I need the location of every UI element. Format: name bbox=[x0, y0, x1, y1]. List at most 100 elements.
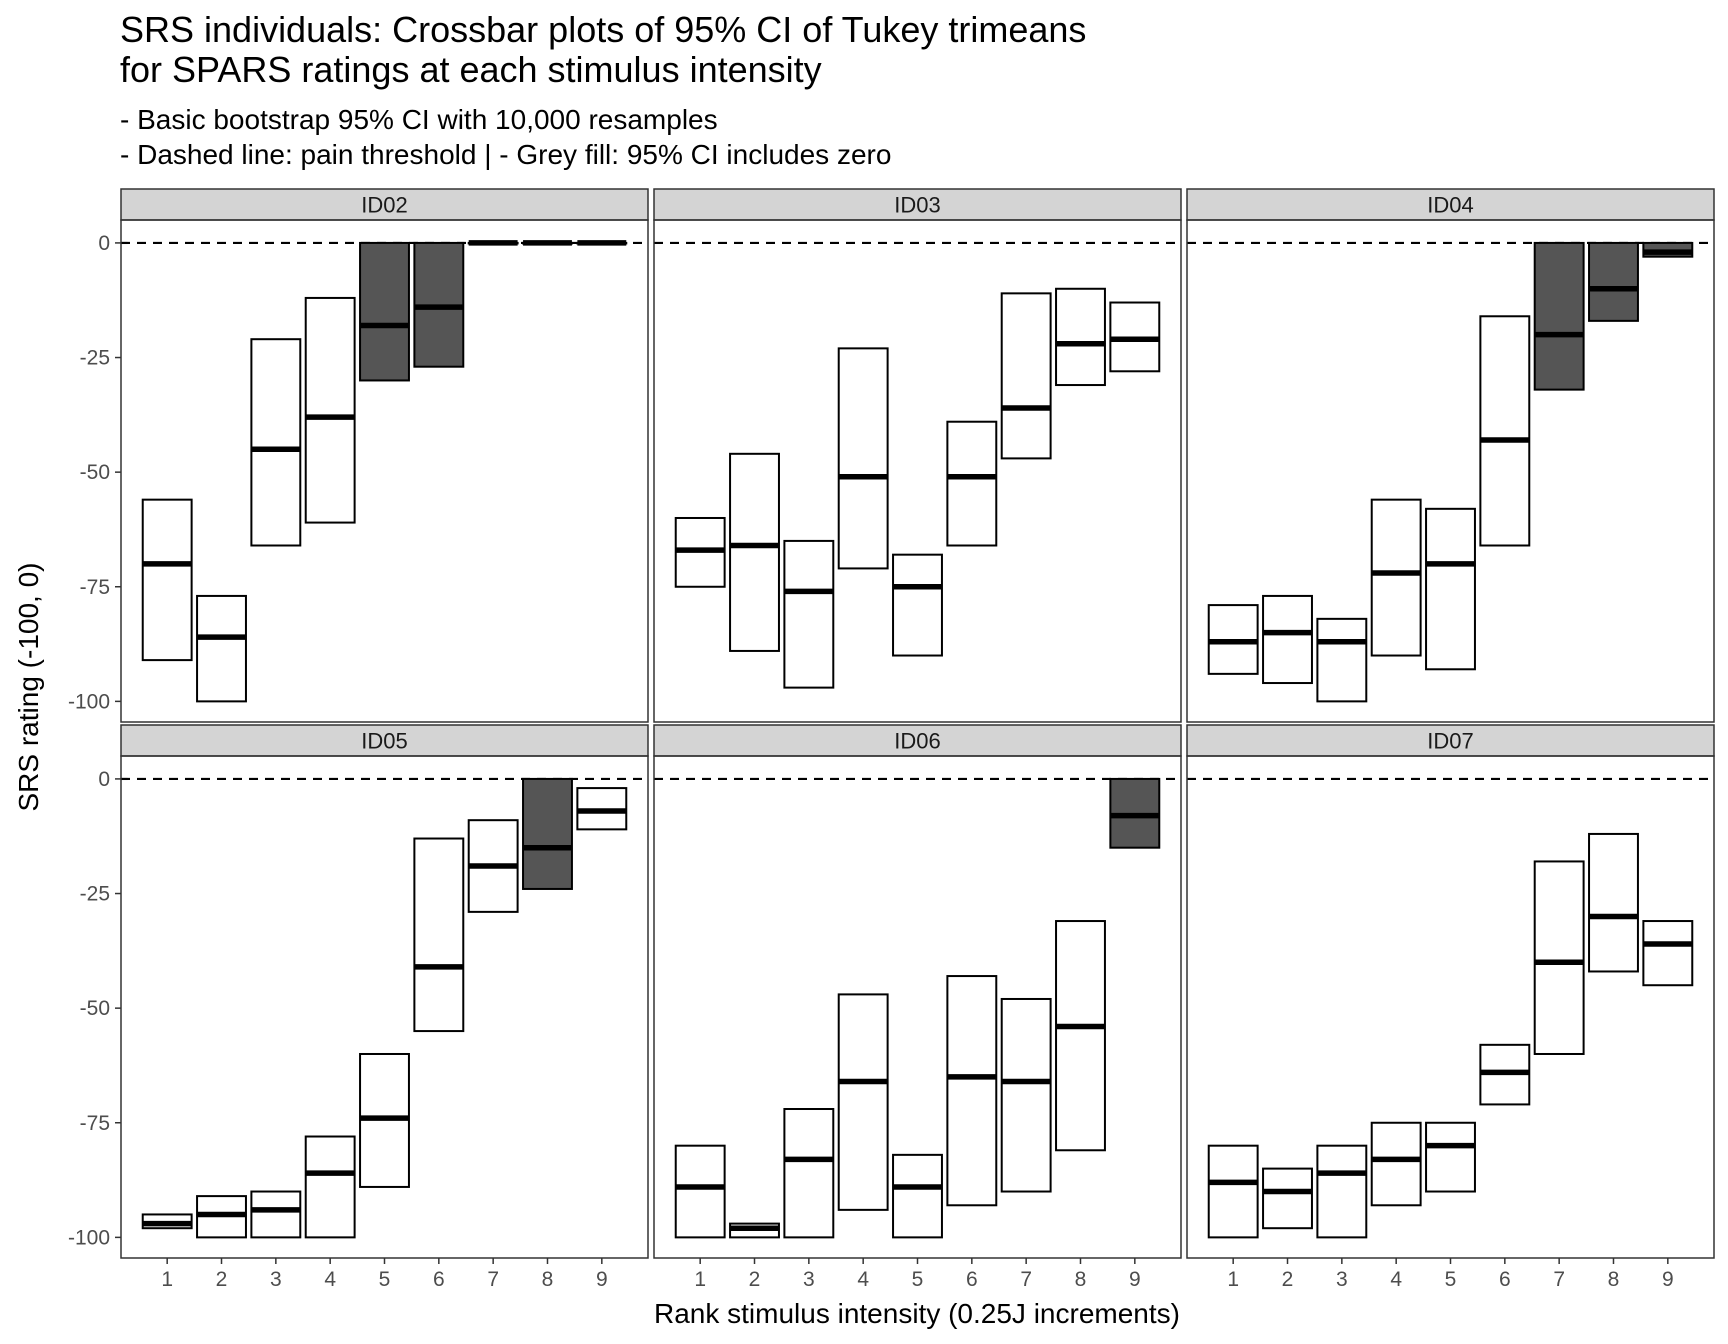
crossbar-1 bbox=[674, 516, 726, 588]
crossbar-5 bbox=[359, 241, 410, 382]
x-tick-label: 5 bbox=[912, 1268, 924, 1291]
ci-box bbox=[1370, 498, 1422, 657]
crossbar-3 bbox=[250, 338, 302, 547]
y-tick-label: -50 bbox=[80, 461, 110, 484]
y-tick-label: -75 bbox=[80, 1112, 110, 1135]
x-tick-label: 5 bbox=[379, 1268, 391, 1291]
facet-strip-label: ID03 bbox=[894, 193, 940, 218]
x-tick-label: 2 bbox=[216, 1268, 228, 1291]
ci-box bbox=[729, 452, 780, 652]
ci-box bbox=[1533, 860, 1585, 1055]
ci-box bbox=[1425, 507, 1476, 671]
panel-id07: ID07 1 2 3 4 5 6 7 8 9 bbox=[1186, 724, 1715, 1291]
panel-border bbox=[653, 219, 1182, 723]
ci-box bbox=[250, 338, 302, 547]
ci-box bbox=[892, 553, 943, 657]
ci-box bbox=[837, 347, 889, 570]
ci-box bbox=[1588, 832, 1639, 973]
crossbar-7 bbox=[1533, 860, 1585, 1055]
chart-subtitle-line-2: - Dashed line: pain threshold | - Grey f… bbox=[120, 139, 891, 170]
panel-id04: ID04 bbox=[1186, 188, 1715, 723]
panel-border bbox=[120, 219, 649, 723]
panel-id05: ID05 0 -25 -50 -75 -100 1 2 3 4 5 6 7 8 9 bbox=[68, 724, 649, 1291]
crossbar-2 bbox=[1262, 1167, 1313, 1230]
y-tick-label: 0 bbox=[98, 232, 110, 255]
crossbar-8 bbox=[1588, 832, 1639, 973]
x-tick-label: 4 bbox=[324, 1268, 336, 1291]
y-tick-label: -75 bbox=[80, 576, 110, 599]
ci-box bbox=[1000, 997, 1052, 1193]
ci-box bbox=[304, 1135, 356, 1239]
y-tick-label: -25 bbox=[80, 883, 110, 906]
panel-id02: ID02 0 -25 -50 -75 -100 bbox=[68, 188, 649, 723]
x-tick-label: 1 bbox=[161, 1268, 173, 1291]
crossbar-8 bbox=[1055, 920, 1106, 1152]
ci-box bbox=[1588, 241, 1639, 322]
x-axis-label: Rank stimulus intensity (0.25J increment… bbox=[654, 1298, 1180, 1329]
panels-layer: ID02 0 -25 -50 -75 -100 ID03 ID04 ID05 0 -25 -50 -75… bbox=[68, 188, 1715, 1291]
ci-box bbox=[1370, 1121, 1422, 1207]
crossbar-7 bbox=[1000, 997, 1052, 1193]
ci-box bbox=[1262, 594, 1313, 685]
crossbar-7 bbox=[467, 819, 519, 913]
x-tick-label: 5 bbox=[1445, 1268, 1457, 1291]
x-tick-label: 7 bbox=[1020, 1268, 1032, 1291]
ci-box bbox=[1055, 287, 1106, 387]
crossbar-4 bbox=[304, 296, 356, 524]
ci-box bbox=[1207, 1144, 1259, 1239]
crossbar-4 bbox=[837, 347, 889, 570]
crossbar-6 bbox=[413, 241, 465, 368]
ci-box bbox=[674, 1144, 726, 1239]
x-tick-label: 4 bbox=[1390, 1268, 1402, 1291]
facet-strip bbox=[1186, 724, 1715, 757]
crossbar-9 bbox=[1642, 920, 1694, 987]
crossbar-7 bbox=[1000, 292, 1052, 460]
ci-box bbox=[946, 975, 998, 1207]
crossbar-4 bbox=[1370, 498, 1422, 657]
crossbar-4 bbox=[304, 1135, 356, 1239]
facet-strip-label: ID04 bbox=[1427, 193, 1473, 218]
crossbar-3 bbox=[1316, 617, 1368, 703]
x-tick-label: 9 bbox=[1129, 1268, 1141, 1291]
x-tick-label: 6 bbox=[966, 1268, 978, 1291]
y-tick-label: -25 bbox=[80, 347, 110, 370]
crossbar-9 bbox=[576, 240, 628, 246]
x-tick-label: 6 bbox=[433, 1268, 445, 1291]
crossbar-8 bbox=[1055, 287, 1106, 387]
facet-strip bbox=[120, 188, 649, 221]
crossbar-6 bbox=[1479, 315, 1531, 547]
crossbar-7 bbox=[467, 240, 519, 246]
crossbar-8 bbox=[1588, 241, 1639, 322]
x-tick-label: 3 bbox=[803, 1268, 815, 1291]
ci-box bbox=[1055, 920, 1106, 1152]
ci-box bbox=[141, 498, 193, 662]
x-tick-label: 3 bbox=[1336, 1268, 1348, 1291]
crossbar-2 bbox=[196, 594, 247, 703]
crossbar-3 bbox=[1316, 1144, 1368, 1239]
crossbar-1 bbox=[1207, 604, 1259, 675]
crossbar-3 bbox=[250, 1190, 302, 1239]
ci-box bbox=[413, 837, 465, 1033]
crossbar-9 bbox=[576, 787, 628, 831]
facet-strip-label: ID02 bbox=[361, 193, 407, 218]
x-tick-label: 2 bbox=[1282, 1268, 1294, 1291]
x-tick-label: 7 bbox=[1553, 1268, 1565, 1291]
crossbar-5 bbox=[892, 1153, 943, 1239]
crossbar-7 bbox=[1533, 241, 1585, 391]
x-tick-label: 8 bbox=[1608, 1268, 1620, 1291]
chart-subtitle-line-1: - Basic bootstrap 95% CI with 10,000 res… bbox=[120, 104, 718, 135]
facet-strip bbox=[653, 188, 1182, 221]
crossbar-4 bbox=[837, 993, 889, 1211]
y-tick-label: -50 bbox=[80, 997, 110, 1020]
crossbar-9 bbox=[1109, 777, 1161, 849]
y-tick-label: -100 bbox=[68, 1226, 110, 1249]
x-tick-label: 9 bbox=[596, 1268, 608, 1291]
ci-box bbox=[1533, 241, 1585, 391]
panel-id03: ID03 bbox=[653, 188, 1182, 723]
y-axis-label: SRS rating (-100, 0) bbox=[13, 563, 44, 812]
facet-strip-label: ID06 bbox=[894, 729, 940, 754]
crossbar-3 bbox=[783, 539, 835, 689]
x-tick-label: 8 bbox=[1075, 1268, 1087, 1291]
crossbar-1 bbox=[674, 1144, 726, 1239]
